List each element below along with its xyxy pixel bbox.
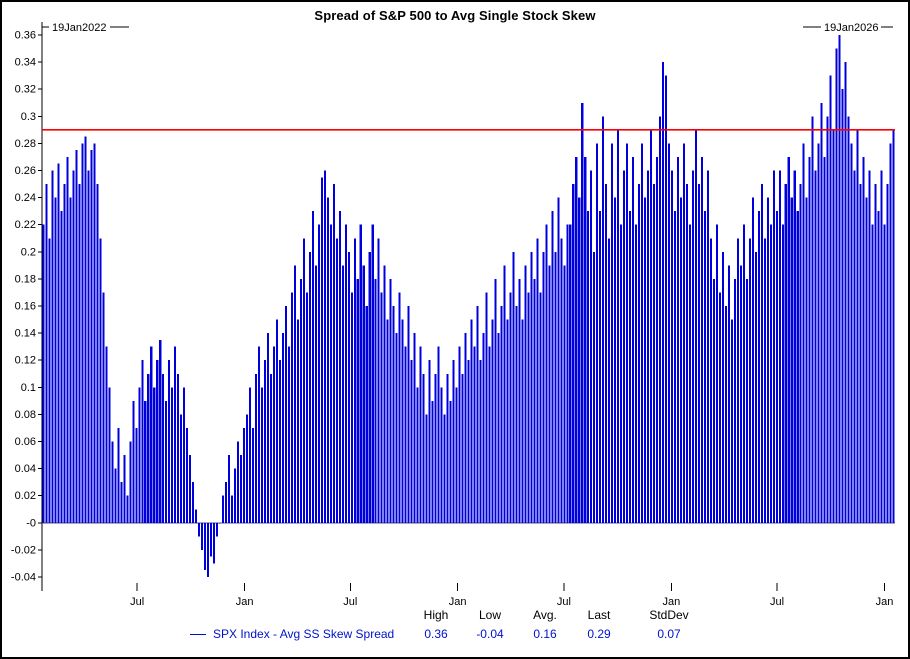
svg-text:Jan: Jan — [449, 596, 467, 608]
stat-low-value: -0.04 — [476, 627, 504, 641]
svg-text:-0: -0 — [26, 517, 36, 529]
svg-text:0.22: 0.22 — [15, 219, 36, 231]
stat-last-value: 0.29 — [587, 627, 611, 641]
date-range-start-label: 19Jan2022 — [52, 22, 106, 34]
svg-text:0.14: 0.14 — [15, 328, 36, 340]
svg-text:0.24: 0.24 — [15, 192, 36, 204]
stat-avg-value: 0.16 — [533, 627, 557, 641]
y-axis: 0.36 0.34 0.32 0.3 0.28 0.26 0.24 0.22 0.2 0.18 0.… — [11, 22, 43, 591]
stat-stddev-value: 0.07 — [657, 627, 681, 641]
stats-header-last: Last — [587, 608, 611, 622]
svg-text:0.34: 0.34 — [15, 57, 36, 69]
stats-header-low: Low — [478, 608, 501, 622]
svg-text:Jan: Jan — [236, 596, 254, 608]
svg-text:Jul: Jul — [343, 596, 357, 608]
legend-series-row: SPX Index - Avg SS Skew Spread 0.36 -0.0… — [2, 627, 908, 643]
svg-text:0.26: 0.26 — [15, 165, 36, 177]
svg-text:0.08: 0.08 — [15, 409, 36, 421]
svg-text:-0.02: -0.02 — [11, 544, 36, 556]
svg-text:Jan: Jan — [662, 596, 680, 608]
x-axis: Jul Jan Jul Jan Jul Jan Jul Jan — [130, 583, 893, 608]
stat-high-value: 0.36 — [424, 627, 448, 641]
svg-text:Jul: Jul — [130, 596, 144, 608]
chart-title: Spread of S&P 500 to Avg Single Stock Sk… — [314, 8, 596, 23]
date-range-end-label: 19Jan2026 — [824, 22, 878, 34]
stats-header-stddev: StdDev — [649, 608, 689, 622]
svg-text:0.28: 0.28 — [15, 138, 36, 150]
svg-text:0.06: 0.06 — [15, 436, 36, 448]
svg-text:-0.04: -0.04 — [11, 572, 36, 584]
stats-header-high: High — [423, 608, 449, 622]
svg-text:0.16: 0.16 — [15, 301, 36, 313]
svg-text:0.1: 0.1 — [21, 382, 36, 394]
stats-header-avg: Avg. — [533, 608, 557, 622]
svg-text:0.3: 0.3 — [21, 111, 36, 123]
svg-text:0.02: 0.02 — [15, 490, 36, 502]
svg-text:0.04: 0.04 — [15, 463, 36, 475]
series-label: SPX Index - Avg SS Skew Spread — [213, 627, 395, 641]
svg-text:0.12: 0.12 — [15, 355, 36, 367]
skew-spread-chart: 19Jan2022 19Jan2026 0.360.340.320.30.280… — [11, 22, 895, 608]
svg-text:0.2: 0.2 — [21, 246, 36, 258]
series-line-swatch — [190, 633, 206, 635]
svg-text:0.32: 0.32 — [15, 84, 36, 96]
svg-text:0.18: 0.18 — [15, 273, 36, 285]
svg-text:Jul: Jul — [770, 596, 784, 608]
legend-series: SPX Index - Avg SS Skew Spread — [190, 627, 394, 641]
svg-text:Jan: Jan — [876, 596, 894, 608]
date-range-start: 19Jan2022 — [42, 22, 129, 34]
bars-series — [42, 35, 895, 577]
svg-text:Jul: Jul — [557, 596, 571, 608]
svg-text:0.36: 0.36 — [15, 30, 36, 42]
date-range-end: 19Jan2026 — [803, 22, 893, 34]
stats-header-row: High Low Avg. Last StdDev — [2, 608, 908, 624]
legend-stats: High Low Avg. Last StdDev SPX Index - Av… — [2, 606, 908, 654]
